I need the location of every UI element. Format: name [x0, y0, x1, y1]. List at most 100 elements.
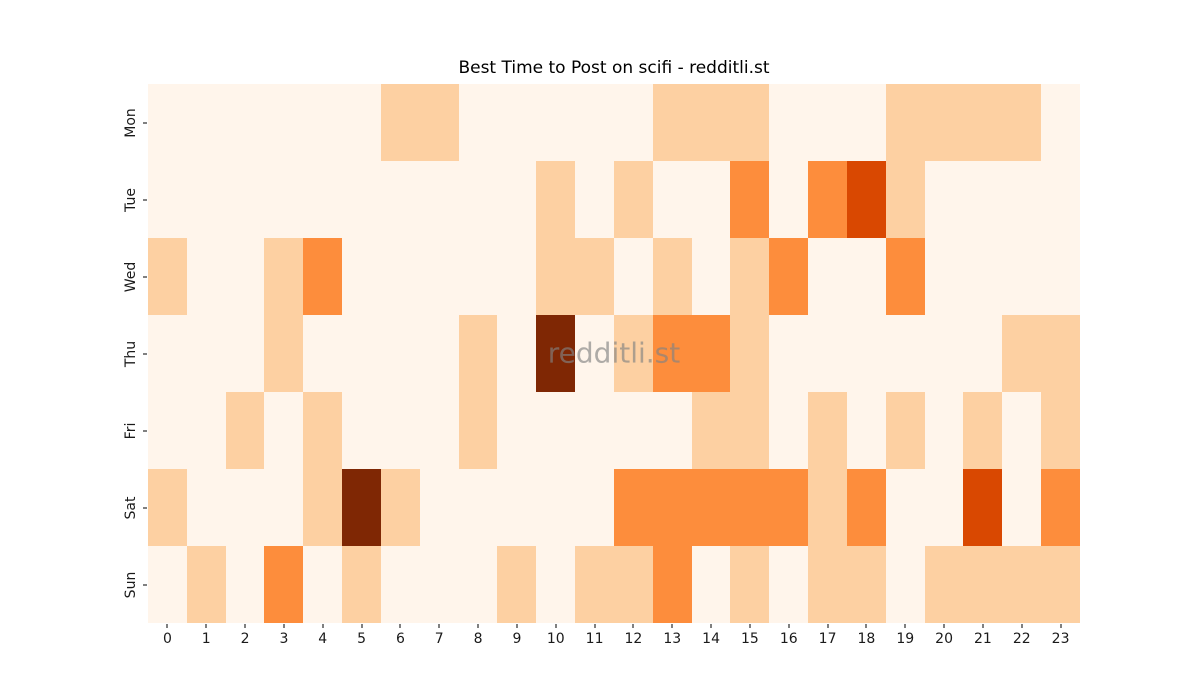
- heatmap-cell: [497, 161, 537, 238]
- x-tick-label: 21: [973, 631, 992, 647]
- y-tick-label: Mon: [123, 107, 139, 138]
- heatmap-cell: [497, 392, 537, 469]
- heatmap-cell: [419, 238, 459, 315]
- heatmap-cell: [575, 546, 614, 623]
- heatmap-cell: [419, 315, 459, 392]
- heatmap-cell: [963, 392, 1003, 469]
- heatmap-cell: [264, 315, 304, 392]
- heatmap-cell: [846, 392, 886, 469]
- heatmap-cell: [536, 315, 576, 392]
- heatmap-cell: [575, 238, 614, 315]
- x-tick-mark: [205, 624, 207, 628]
- heatmap-cell: [652, 469, 692, 546]
- heatmap-cell: [303, 161, 343, 238]
- heatmap-cell: [808, 392, 847, 469]
- heatmap-cell: [380, 546, 420, 623]
- heatmap-cell: [575, 84, 614, 161]
- heatmap-cell: [652, 392, 692, 469]
- heatmap-cell: [885, 392, 925, 469]
- heatmap-cell: [225, 84, 265, 161]
- x-tick-label: 16: [779, 631, 798, 647]
- x-tick-mark: [788, 624, 790, 628]
- heatmap-cell: [380, 469, 420, 546]
- heatmap-cell: [148, 84, 187, 161]
- heatmap-cell: [225, 546, 265, 623]
- heatmap-cell: [885, 238, 925, 315]
- heatmap-cell: [769, 546, 809, 623]
- x-tick-mark: [516, 624, 518, 628]
- heatmap-cell: [536, 161, 576, 238]
- y-tick-label: Fri: [123, 422, 139, 439]
- heatmap-cell: [303, 469, 343, 546]
- x-tick-mark: [1021, 624, 1023, 628]
- heatmap-cell: [1041, 315, 1080, 392]
- x-tick-label: 8: [473, 631, 483, 647]
- heatmap-cell: [225, 392, 265, 469]
- heatmap-cell: [691, 238, 731, 315]
- x-tick-label: 3: [279, 631, 289, 647]
- heatmap-cell: [808, 238, 847, 315]
- heatmap-cell: [186, 392, 226, 469]
- heatmap-cell: [458, 84, 498, 161]
- heatmap-cell: [264, 238, 304, 315]
- x-tick-label: 18: [857, 631, 876, 647]
- heatmap-cell: [458, 546, 498, 623]
- x-tick-label: 15: [740, 631, 759, 647]
- heatmap-cell: [885, 84, 925, 161]
- heatmap-cell: [924, 392, 964, 469]
- heatmap-cell: [575, 392, 614, 469]
- heatmap-cell: [652, 84, 692, 161]
- heatmap-cell: [769, 392, 809, 469]
- heatmap-cell: [730, 84, 770, 161]
- heatmap-cell: [380, 238, 420, 315]
- heatmap-cell: [148, 315, 187, 392]
- heatmap-cell: [1002, 84, 1042, 161]
- heatmap-cell: [536, 84, 576, 161]
- heatmap-cell: [1002, 469, 1042, 546]
- x-tick-mark: [749, 624, 751, 628]
- heatmap-cell: [691, 392, 731, 469]
- heatmap-cell: [497, 469, 537, 546]
- y-tick-label: Wed: [123, 261, 139, 292]
- x-tick-label: 5: [357, 631, 367, 647]
- heatmap-cell: [575, 161, 614, 238]
- heatmap-cell: [769, 315, 809, 392]
- heatmap-cell: [730, 546, 770, 623]
- x-tick-mark: [827, 624, 829, 628]
- x-tick-mark: [710, 624, 712, 628]
- heatmap-cell: [808, 161, 847, 238]
- heatmap-cell: [613, 238, 653, 315]
- heatmap-cell: [225, 315, 265, 392]
- heatmap-cell: [1041, 392, 1080, 469]
- heatmap-cell: [536, 469, 576, 546]
- heatmap-cell: [303, 546, 343, 623]
- heatmap-cell: [846, 546, 886, 623]
- heatmap-cell: [885, 469, 925, 546]
- heatmap-cell: [419, 546, 459, 623]
- heatmap-cell: [497, 84, 537, 161]
- heatmap-cell: [846, 161, 886, 238]
- heatmap-cell: [924, 84, 964, 161]
- heatmap-cell: [458, 315, 498, 392]
- heatmap-cell: [846, 315, 886, 392]
- heatmap-cell: [613, 546, 653, 623]
- heatmap-cell: [458, 469, 498, 546]
- heatmap-cell: [846, 238, 886, 315]
- y-tick-label: Sun: [123, 571, 139, 598]
- heatmap-cell: [303, 238, 343, 315]
- y-tick-mark: [143, 430, 147, 431]
- heatmap-cell: [458, 238, 498, 315]
- heatmap-cell: [342, 161, 381, 238]
- heatmap-cell: [730, 315, 770, 392]
- heatmap-cell: [186, 238, 226, 315]
- chart-title: Best Time to Post on scifi - redditli.st: [458, 58, 770, 78]
- heatmap-cell: [148, 469, 187, 546]
- heatmap-cell: [1002, 315, 1042, 392]
- x-tick-mark: [361, 624, 363, 628]
- heatmap-cell: [497, 238, 537, 315]
- heatmap-cell: [613, 392, 653, 469]
- x-tick-mark: [1060, 624, 1062, 628]
- heatmap-cell: [225, 238, 265, 315]
- x-tick-label: 4: [318, 631, 328, 647]
- heatmap-cell: [342, 392, 381, 469]
